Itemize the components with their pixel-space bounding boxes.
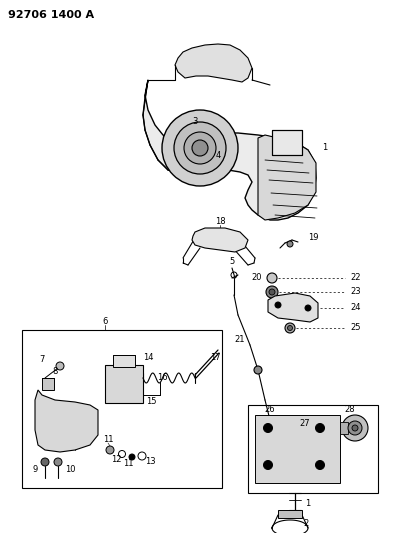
- Circle shape: [106, 446, 114, 454]
- Circle shape: [56, 362, 64, 370]
- Circle shape: [285, 323, 295, 333]
- Text: 5: 5: [229, 257, 234, 266]
- Bar: [248, 405, 378, 493]
- Text: 18: 18: [215, 217, 225, 227]
- Polygon shape: [35, 390, 98, 452]
- Bar: [22, 330, 222, 488]
- Circle shape: [315, 461, 324, 470]
- Circle shape: [264, 461, 273, 470]
- Text: 25: 25: [350, 324, 360, 333]
- Polygon shape: [192, 228, 248, 252]
- Circle shape: [315, 424, 324, 432]
- Polygon shape: [268, 293, 318, 322]
- Bar: [255, 415, 340, 483]
- Text: 8: 8: [52, 367, 58, 376]
- Circle shape: [288, 326, 292, 330]
- Text: 22: 22: [350, 273, 360, 282]
- Bar: [340, 422, 348, 434]
- Text: 3: 3: [192, 117, 198, 126]
- Text: 16: 16: [157, 374, 167, 383]
- Text: 1: 1: [322, 143, 328, 152]
- Text: 26: 26: [265, 406, 275, 415]
- Bar: [113, 355, 135, 367]
- Bar: [105, 365, 143, 403]
- Text: 6: 6: [102, 318, 108, 327]
- Text: 21: 21: [234, 335, 245, 344]
- Text: 17: 17: [210, 353, 220, 362]
- Circle shape: [352, 425, 358, 431]
- Text: 27: 27: [300, 419, 310, 429]
- Text: 1: 1: [305, 498, 310, 507]
- Circle shape: [269, 289, 275, 295]
- Circle shape: [305, 305, 311, 311]
- Text: 28: 28: [345, 406, 355, 415]
- Polygon shape: [175, 44, 252, 82]
- Text: 11: 11: [103, 435, 113, 445]
- Circle shape: [264, 424, 273, 432]
- Text: 20: 20: [252, 273, 262, 282]
- Text: 10: 10: [65, 465, 75, 474]
- Circle shape: [287, 241, 293, 247]
- Circle shape: [275, 302, 281, 308]
- Text: 14: 14: [143, 353, 153, 362]
- Text: 7: 7: [39, 356, 45, 365]
- Text: 9: 9: [33, 465, 38, 474]
- Circle shape: [266, 286, 278, 298]
- Text: 12: 12: [111, 456, 121, 464]
- Polygon shape: [258, 135, 316, 220]
- Circle shape: [192, 140, 208, 156]
- Bar: [278, 510, 302, 518]
- Text: 11: 11: [123, 458, 133, 467]
- Circle shape: [54, 458, 62, 466]
- Bar: [272, 130, 302, 155]
- Text: 15: 15: [146, 398, 156, 407]
- Circle shape: [129, 454, 135, 460]
- Text: 2: 2: [303, 520, 308, 529]
- Circle shape: [342, 415, 368, 441]
- Circle shape: [174, 122, 226, 174]
- Polygon shape: [143, 80, 316, 220]
- Circle shape: [348, 421, 362, 435]
- Text: 24: 24: [350, 303, 360, 312]
- Circle shape: [162, 110, 238, 186]
- Text: 19: 19: [308, 233, 318, 243]
- Circle shape: [184, 132, 216, 164]
- Text: 4: 4: [215, 150, 221, 159]
- Bar: [42, 378, 54, 390]
- Text: 13: 13: [145, 457, 155, 466]
- Text: 23: 23: [350, 287, 360, 296]
- Circle shape: [267, 273, 277, 283]
- Text: 92706 1400 A: 92706 1400 A: [8, 10, 94, 20]
- Circle shape: [41, 458, 49, 466]
- Circle shape: [254, 366, 262, 374]
